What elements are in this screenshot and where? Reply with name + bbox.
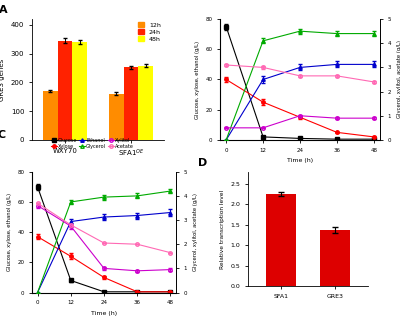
- Bar: [72, 42, 87, 140]
- Bar: [266, 194, 296, 286]
- Bar: [138, 66, 153, 140]
- X-axis label: Time (h): Time (h): [287, 158, 313, 163]
- Y-axis label: Glycerol, xylitol, acetate (g/L): Glycerol, xylitol, acetate (g/L): [193, 193, 198, 271]
- Legend: 12h, 24h, 48h: 12h, 24h, 48h: [138, 22, 161, 42]
- Text: D: D: [198, 158, 207, 168]
- Bar: [320, 230, 350, 286]
- Y-axis label: Glucose, xylose, ethanol (g/L): Glucose, xylose, ethanol (g/L): [195, 40, 200, 119]
- Y-axis label: Relative transcription level: Relative transcription level: [220, 190, 225, 268]
- Bar: [58, 41, 72, 140]
- Text: C: C: [0, 130, 6, 140]
- Y-axis label: GRE3 genes: GRE3 genes: [0, 59, 5, 100]
- Bar: [109, 94, 124, 140]
- Bar: [124, 67, 138, 140]
- Legend: Glucose, Xylose, Ethanol, Glycerol, Xylitol, Acetate: Glucose, Xylose, Ethanol, Glycerol, Xyli…: [51, 138, 134, 149]
- Y-axis label: Glycerol, xylitol, acetate (g/L): Glycerol, xylitol, acetate (g/L): [397, 40, 400, 119]
- Text: A: A: [0, 5, 8, 15]
- Y-axis label: Glucose, xylose, ethanol (g/L): Glucose, xylose, ethanol (g/L): [7, 193, 12, 271]
- X-axis label: Time (h): Time (h): [91, 311, 117, 316]
- Bar: [43, 91, 58, 140]
